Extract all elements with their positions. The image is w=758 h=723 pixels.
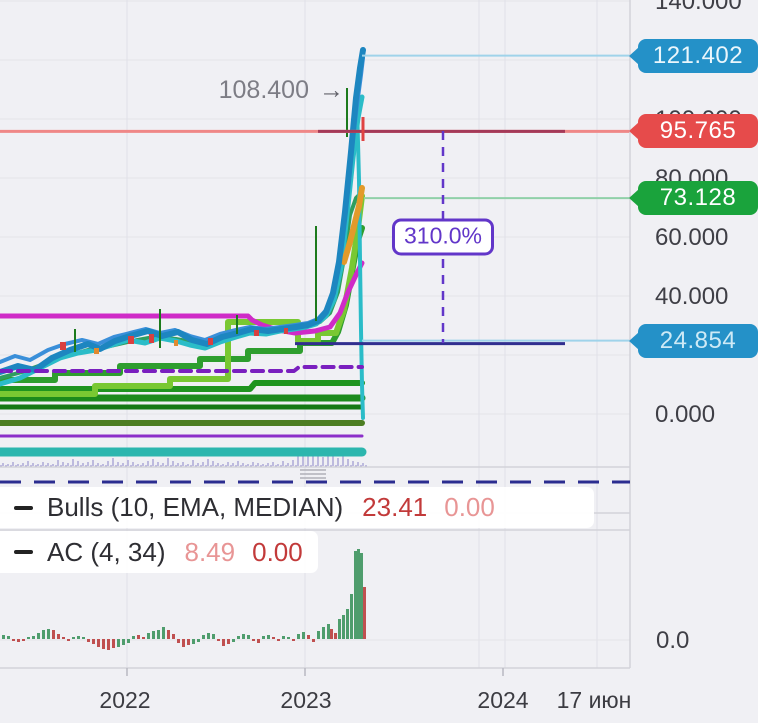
x-axis-label: 2023 [280,687,332,713]
series-dashed-purple-stop [0,365,364,373]
series-magenta-ma [0,260,365,336]
series-teal-drop [355,103,365,420]
indicator-value: 23.41 [362,492,428,522]
series-orange-ma [341,185,365,265]
volume-bars [2,449,364,466]
price-annotation: 108.400 → [178,76,344,105]
price-tick-label: 60.000 [655,224,729,251]
price-tick-label: 40.000 [655,283,729,310]
candle-marks [60,328,288,350]
series-blue-main [0,47,366,375]
measure-percent-label[interactable]: 310.0% [391,218,495,256]
indicator-change: 0.00 [252,536,303,567]
line-style-icon[interactable] [14,505,33,510]
high-price-label: 108.400 [218,76,309,104]
ac-zero-tick-label: 0.0 [656,627,690,654]
price-pill[interactable]: 24.854 [638,324,758,358]
price-tick-label: 140.000 [655,0,742,15]
indicator-change: 0.00 [444,492,495,522]
price-tick-label: 0.000 [655,401,716,428]
series-green-teal-ma [0,190,364,380]
legend-row-bulls[interactable]: Bulls (10, EMA, MEDIAN) 23.41 0.00 [0,487,594,528]
x-axis-label: 2024 [477,687,529,713]
price-pill[interactable]: 121.402 [638,39,758,73]
indicator-name: Bulls (10, EMA, MEDIAN) [47,492,344,522]
legend-row-ac[interactable]: AC (4, 34) 8.49 0.00 [0,531,318,573]
indicator-name: AC (4, 34) [47,536,166,567]
series-dark-green-band-2 [0,380,365,392]
candle-marks [94,340,178,354]
price-pill[interactable]: 73.128 [638,181,758,215]
ac-histogram [2,549,366,650]
arrow-right-icon: → [319,76,344,104]
line-style-icon[interactable] [14,550,33,554]
x-axis-label: 17 июн [556,687,632,713]
indicator-value: 8.49 [184,536,236,567]
x-axis-label: 2022 [99,687,151,713]
price-pill[interactable]: 95.765 [638,114,758,148]
